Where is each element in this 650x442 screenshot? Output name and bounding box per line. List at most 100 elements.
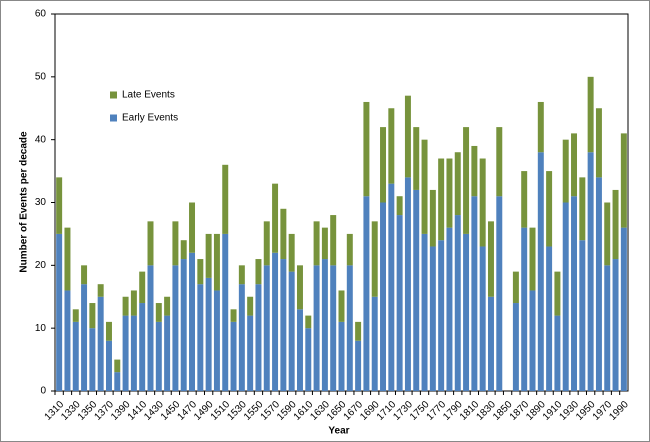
- bar-segment: [205, 233, 212, 278]
- bar-segment: [296, 309, 303, 391]
- bar-segment: [620, 227, 627, 391]
- bar-segment: [321, 227, 328, 260]
- bar-segment: [371, 221, 378, 297]
- bar-segment: [404, 177, 411, 391]
- bar-segment: [105, 340, 112, 391]
- bar-segment: [529, 290, 536, 391]
- bar-segment: [114, 359, 121, 373]
- bar-segment: [321, 259, 328, 391]
- bar-segment: [189, 252, 196, 391]
- bar-segment: [587, 152, 594, 391]
- bar-segment: [305, 315, 312, 329]
- bar-segment: [595, 108, 602, 178]
- bar-segment: [521, 171, 528, 228]
- bar-segment: [355, 321, 362, 341]
- bar-segment: [230, 321, 237, 391]
- bar-segment: [429, 246, 436, 391]
- bar-segment: [213, 290, 220, 391]
- bar-segment: [512, 271, 519, 304]
- bar-segment: [172, 265, 179, 391]
- bar-segment: [213, 233, 220, 291]
- y-tick-label: 50: [35, 71, 47, 82]
- bar-segment: [81, 284, 88, 391]
- bar-segment: [371, 296, 378, 391]
- bar-segment: [81, 265, 88, 285]
- bar-segment: [114, 372, 121, 391]
- bar-segment: [521, 227, 528, 391]
- bar-segment: [238, 265, 245, 285]
- bar-segment: [97, 296, 104, 391]
- bar-segment: [487, 221, 494, 297]
- bar-segment: [595, 177, 602, 391]
- bar-segment: [363, 101, 370, 197]
- bar-segment: [222, 164, 229, 234]
- bar-segment: [463, 233, 470, 391]
- bar-segment: [155, 321, 162, 391]
- bar-segment: [313, 221, 320, 266]
- bar-segment: [380, 127, 387, 203]
- bar-segment: [604, 265, 611, 391]
- bar-segment: [421, 139, 428, 234]
- bar-segment: [512, 303, 519, 391]
- bar-segment: [587, 76, 594, 153]
- bar-segment: [537, 101, 544, 153]
- legend-swatch: [110, 114, 117, 122]
- bar-segment: [72, 309, 79, 322]
- bar-segment: [554, 271, 561, 316]
- bar-segment: [454, 152, 461, 216]
- bar-segment: [305, 328, 312, 391]
- bar-segment: [180, 259, 187, 391]
- bar-segment: [620, 133, 627, 228]
- bar-segment: [263, 265, 270, 391]
- bar-segment: [147, 221, 154, 266]
- bar-segment: [471, 145, 478, 197]
- bar-segment: [313, 265, 320, 391]
- bar-segment: [272, 183, 279, 253]
- bar-segment: [388, 108, 395, 184]
- bar-segment: [247, 296, 254, 316]
- y-tick-label: 20: [35, 260, 47, 271]
- bar-segment: [346, 233, 353, 266]
- bar-segment: [330, 265, 337, 391]
- bar-segment: [272, 252, 279, 391]
- bar-segment: [413, 127, 420, 190]
- bar-segment: [64, 227, 71, 291]
- bar-segment: [238, 284, 245, 391]
- bar-segment: [72, 321, 79, 391]
- y-tick-label: 40: [35, 134, 47, 145]
- bar-segment: [487, 296, 494, 391]
- bar-segment: [537, 152, 544, 391]
- bar-segment: [172, 221, 179, 266]
- bar-segment: [97, 284, 104, 297]
- bar-segment: [421, 233, 428, 391]
- bar-segment: [438, 240, 445, 391]
- bar-segment: [89, 303, 96, 329]
- bar-segment: [571, 133, 578, 197]
- bar-segment: [64, 290, 71, 391]
- bar-segment: [89, 328, 96, 391]
- bar-segment: [413, 189, 420, 391]
- bar-segment: [139, 271, 146, 304]
- bar-segment: [604, 202, 611, 266]
- bar-segment: [255, 259, 262, 285]
- legend-label: Late Events: [122, 90, 175, 101]
- bar-segment: [288, 271, 295, 391]
- bar-segment: [222, 233, 229, 391]
- y-axis-title: Number of Events per decade: [19, 131, 30, 273]
- bar-segment: [197, 259, 204, 285]
- bar-segment: [396, 196, 403, 216]
- bar-segment: [155, 303, 162, 322]
- bar-segment: [446, 227, 453, 391]
- bar-segment: [164, 296, 171, 316]
- bar-segment: [122, 296, 129, 316]
- bar-segment: [56, 233, 63, 391]
- bar-segment: [147, 265, 154, 391]
- x-axis-title: Year: [328, 426, 349, 437]
- bar-segment: [438, 158, 445, 241]
- bar-segment: [496, 196, 503, 391]
- bar-segment: [479, 158, 486, 247]
- bar-segment: [56, 177, 63, 234]
- bar-segment: [230, 309, 237, 322]
- bar-segment: [280, 208, 287, 260]
- bar-segment: [471, 196, 478, 391]
